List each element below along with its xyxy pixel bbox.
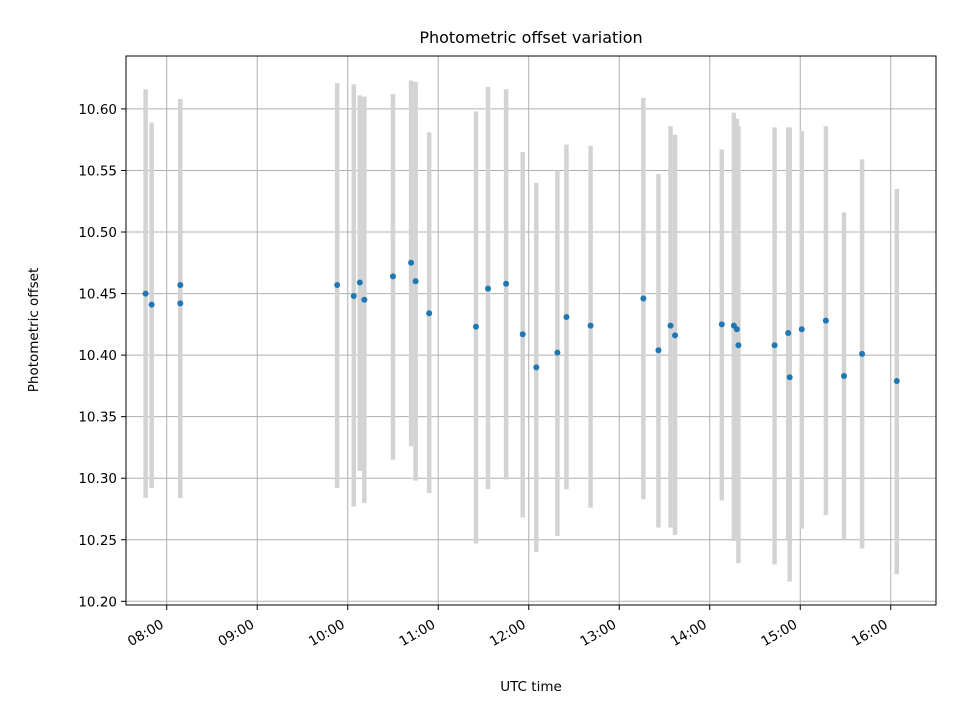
data-point [771, 342, 778, 349]
data-point [485, 285, 492, 292]
data-point [142, 290, 149, 297]
y-tick-label: 10.50 [78, 225, 117, 241]
data-point [554, 349, 561, 356]
data-point [350, 293, 357, 300]
data-points [142, 259, 900, 384]
data-point [519, 331, 526, 338]
data-point [798, 326, 805, 333]
x-tick-label: 12:00 [487, 617, 529, 650]
x-tick-label: 08:00 [125, 617, 167, 650]
x-tick-label: 15:00 [759, 617, 801, 650]
data-point [503, 280, 510, 287]
data-point [672, 332, 679, 339]
data-point [655, 347, 662, 354]
data-point [356, 279, 363, 286]
y-tick-label: 10.55 [78, 163, 117, 179]
data-point [640, 295, 647, 302]
x-axis-label: UTC time [500, 679, 562, 695]
data-point [735, 342, 742, 349]
x-tick-label: 09:00 [216, 617, 258, 650]
error-bars [143, 80, 900, 582]
data-point [667, 322, 674, 329]
data-point [893, 377, 900, 384]
data-point [412, 278, 419, 285]
data-point [334, 281, 341, 288]
data-point [177, 300, 184, 307]
y-axis-label: Photometric offset [26, 268, 42, 392]
data-point [389, 273, 396, 280]
x-tick-label: 10:00 [306, 617, 348, 650]
data-point [472, 323, 479, 330]
data-point [587, 322, 594, 329]
data-point [148, 301, 155, 308]
y-tick-label: 10.25 [78, 533, 117, 549]
data-point [859, 350, 866, 357]
data-point [822, 317, 829, 324]
chart-title: Photometric offset variation [419, 28, 642, 47]
y-tick-label: 10.45 [78, 287, 117, 303]
data-point [533, 364, 540, 371]
y-tick-label: 10.30 [78, 471, 117, 487]
data-point [563, 313, 570, 320]
x-tick-label: 16:00 [849, 617, 891, 650]
data-point [408, 259, 415, 266]
data-point [733, 326, 740, 333]
y-tick-label: 10.60 [78, 102, 117, 118]
y-tick-label: 10.40 [78, 348, 117, 364]
y-axis-ticks: 10.20 10.25 10.30 10.35 10.40 10.45 10.50 10.55… [78, 102, 126, 610]
y-tick-label: 10.35 [78, 410, 117, 426]
data-point [361, 296, 368, 303]
data-point [785, 329, 792, 336]
data-point [840, 373, 847, 380]
x-tick-label: 13:00 [578, 617, 620, 650]
x-tick-label: 14:00 [668, 617, 710, 650]
plot-frame [125, 55, 937, 606]
grid [126, 56, 936, 605]
data-point [718, 321, 725, 328]
x-tick-label: 11:00 [397, 617, 439, 650]
data-point [426, 310, 433, 317]
x-axis-ticks: 08:00 09:00 10:00 11:00 12:00 13:00 14:00 15:00… [125, 605, 892, 650]
y-tick-label: 10.20 [78, 594, 117, 610]
data-point [177, 281, 184, 288]
data-point [786, 374, 793, 381]
